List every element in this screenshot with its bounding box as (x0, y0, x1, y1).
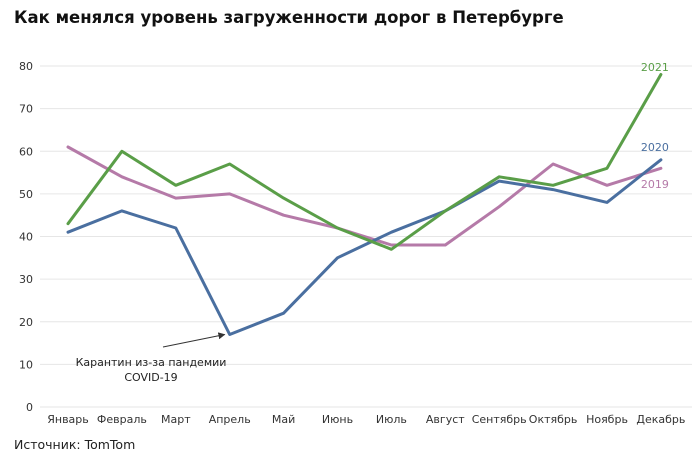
x-tick-label: Январь (47, 413, 89, 426)
y-tick-label: 50 (19, 188, 33, 201)
series-line-2019 (66, 145, 663, 247)
x-tick-label: Май (272, 413, 295, 426)
y-tick-label: 80 (19, 60, 33, 73)
y-tick-label: 30 (19, 273, 33, 286)
x-tick-label: Июнь (322, 413, 353, 426)
series-label-2019: 2019 (641, 178, 669, 191)
x-tick-label: Март (161, 413, 191, 426)
series-label-2020: 2020 (641, 141, 669, 154)
y-tick-label: 40 (19, 231, 33, 244)
source-note: Источник: TomTom (14, 437, 136, 452)
x-tick-label: Август (426, 413, 465, 426)
x-tick-label: Декабрь (636, 413, 685, 426)
series-line-2021 (66, 73, 663, 251)
annotation-arrow (162, 332, 226, 348)
x-tick-label: Июль (376, 413, 407, 426)
series-label-2021: 2021 (641, 61, 669, 74)
y-tick-label: 10 (19, 358, 33, 371)
annotation-text: Карантин из-за пандемии (76, 356, 227, 369)
x-tick-label: Ноябрь (586, 413, 628, 426)
series-line-2020 (66, 158, 663, 336)
y-tick-label: 70 (19, 103, 33, 116)
x-tick-label: Октябрь (529, 413, 578, 426)
annotation-text: COVID-19 (124, 371, 177, 384)
x-tick-label: Февраль (97, 413, 147, 426)
y-tick-label: 0 (26, 401, 33, 414)
series (66, 73, 663, 336)
series-labels: 2019 2020 2021 (641, 61, 669, 191)
x-axis: Январь Февраль Март Апрель Май Июнь Июль Август… (47, 413, 685, 426)
x-tick-label: Сентябрь (472, 413, 527, 426)
annotation: Карантин из-за пандемии COVID-19 (76, 332, 227, 384)
y-tick-label: 20 (19, 316, 33, 329)
y-axis: 0 10 20 30 40 50 60 70 80 (19, 60, 33, 414)
x-tick-label: Апрель (209, 413, 251, 426)
chart-title: Как менялся уровень загруженности дорог … (14, 8, 564, 27)
y-tick-label: 60 (19, 145, 33, 158)
